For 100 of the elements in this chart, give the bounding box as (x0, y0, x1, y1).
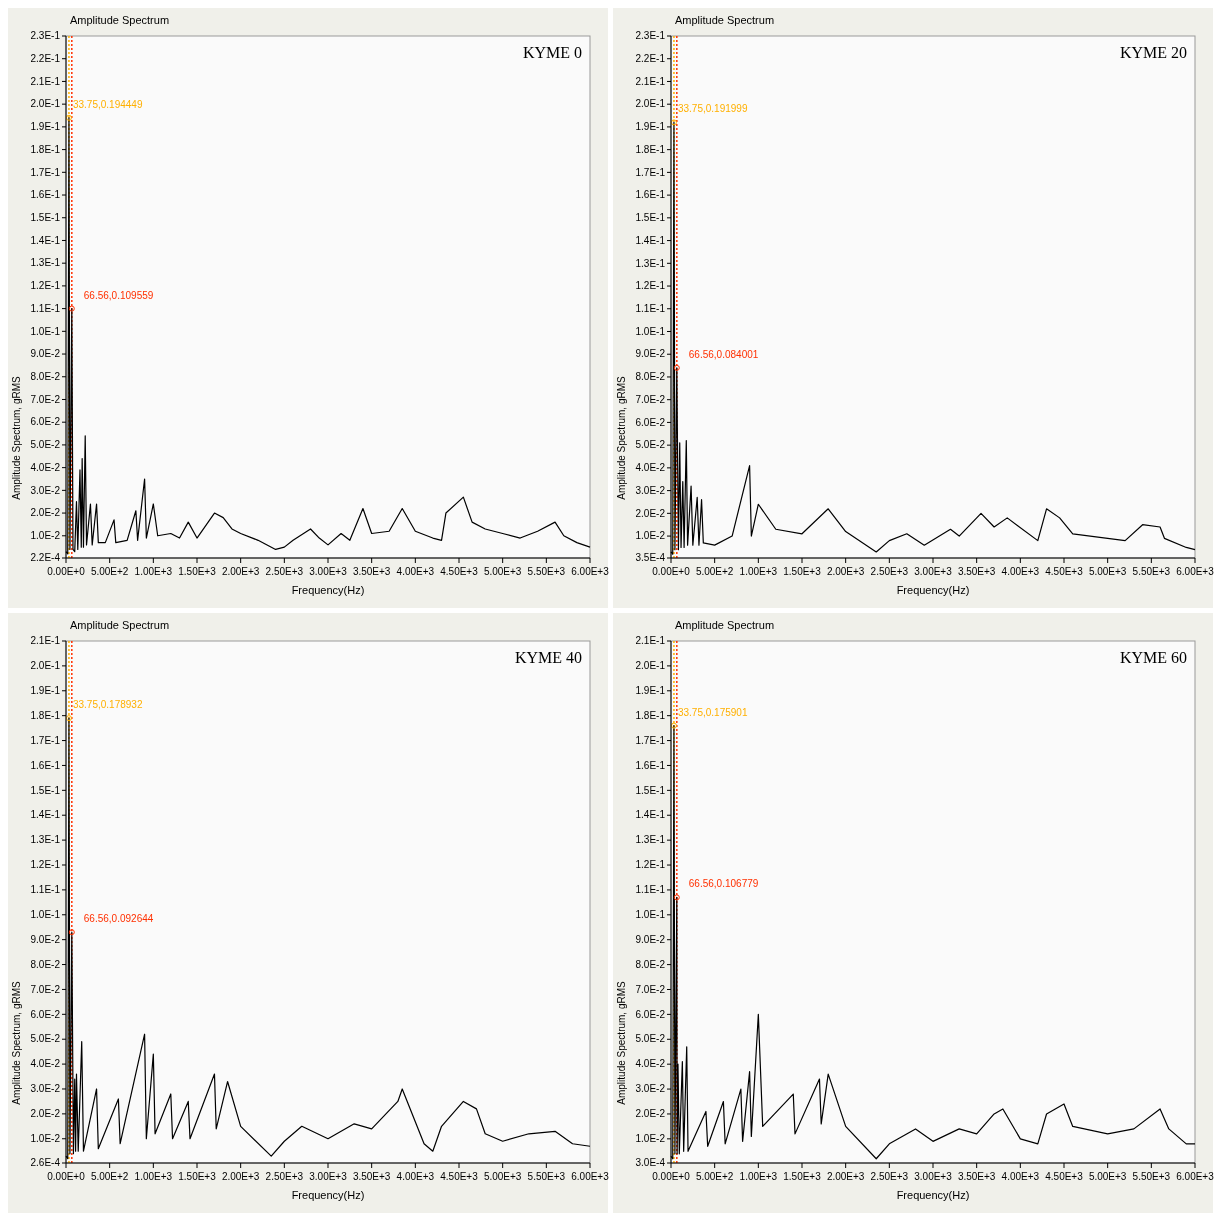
y-axis-title: Amplitude Spectrum, gRMS (11, 980, 22, 1105)
x-tick-label: 2.00E+3 (826, 566, 865, 577)
x-tick-label: 5.50E+3 (1132, 566, 1171, 577)
y-tick-label: 1.5E-1 (635, 212, 666, 224)
x-tick-label: 3.00E+3 (309, 1171, 348, 1182)
y-tick-label: 2.1E-1 (635, 75, 666, 87)
y-tick-label: 4.0E-2 (635, 1058, 666, 1070)
x-tick-label: 5.50E+3 (1132, 1171, 1171, 1182)
y-axis-title: Amplitude Spectrum, gRMS (616, 375, 627, 500)
y-tick-label: 8.0E-2 (635, 371, 666, 383)
x-tick-label: 4.50E+3 (1045, 1171, 1084, 1182)
x-tick-label: 5.00E+2 (90, 1171, 129, 1182)
y-tick-label: 1.4E-1 (635, 234, 666, 246)
x-tick-label: 4.50E+3 (440, 566, 479, 577)
y-tick-label: 3.0E-2 (635, 1083, 666, 1095)
x-tick-label: 0.00E+0 (47, 1171, 86, 1182)
y-tick-label: 2.2E-4 (30, 552, 61, 564)
x-tick-label: 0.00E+0 (652, 566, 691, 577)
x-axis-title: Frequency(Hz) (291, 1189, 365, 1201)
y-tick-label: 1.1E-1 (635, 302, 666, 314)
y-tick-label: 1.7E-1 (635, 734, 666, 746)
x-tick-label: 2.50E+3 (870, 566, 909, 577)
annotation: 66.56,0.084001 (688, 348, 759, 360)
y-tick-label: 1.2E-1 (30, 280, 61, 292)
x-tick-label: 0.00E+0 (47, 566, 86, 577)
y-tick-label: 1.8E-1 (30, 143, 61, 155)
y-tick-label: 2.0E-1 (30, 660, 61, 672)
y-tick-label: 1.0E-1 (30, 908, 61, 920)
x-tick-label: 1.50E+3 (178, 1171, 217, 1182)
x-tick-label: 3.50E+3 (352, 1171, 391, 1182)
y-tick-label: 4.0E-2 (635, 462, 666, 474)
y-tick-label: 1.5E-1 (635, 784, 666, 796)
x-tick-label: 2.00E+3 (826, 1171, 865, 1182)
y-tick-label: 3.0E-4 (635, 1157, 666, 1169)
y-tick-label: 2.0E-1 (30, 98, 61, 110)
y-tick-label: 2.2E-1 (635, 52, 666, 64)
y-tick-label: 1.0E-1 (30, 325, 61, 337)
y-tick-label: 8.0E-2 (30, 370, 61, 382)
x-tick-label: 4.50E+3 (440, 1171, 479, 1182)
y-tick-label: 2.6E-4 (30, 1157, 61, 1169)
chart-title: Amplitude Spectrum (70, 619, 170, 631)
y-tick-label: 1.1E-1 (30, 884, 61, 896)
x-tick-label: 3.00E+3 (309, 566, 348, 577)
x-tick-label: 2.00E+3 (221, 566, 260, 577)
chart-title: Amplitude Spectrum (70, 14, 170, 26)
text: KYME 40 (514, 649, 582, 666)
annotation: 33.75,0.194449 (72, 98, 143, 110)
y-tick-label: 1.7E-1 (635, 166, 666, 178)
y-tick-label: 3.0E-2 (30, 484, 61, 496)
y-tick-label: 2.0E-2 (635, 1108, 666, 1120)
annotation: 66.56,0.109559 (83, 289, 154, 301)
x-tick-label: 5.00E+2 (695, 1171, 734, 1182)
y-tick-label: 6.0E-2 (635, 1008, 666, 1020)
y-tick-label: 9.0E-2 (635, 348, 666, 360)
y-tick-label: 1.0E-2 (635, 530, 666, 542)
x-tick-label: 1.00E+3 (739, 1171, 778, 1182)
y-tick-label: 1.0E-2 (635, 1133, 666, 1145)
y-tick-label: 8.0E-2 (635, 958, 666, 970)
x-tick-label: 4.00E+3 (396, 566, 435, 577)
x-tick-label: 2.00E+3 (221, 1171, 260, 1182)
x-tick-label: 6.00E+3 (571, 566, 610, 577)
x-tick-label: 5.50E+3 (527, 1171, 566, 1182)
x-tick-label: 5.00E+2 (90, 566, 129, 577)
x-tick-label: 1.00E+3 (134, 1171, 173, 1182)
chart-title: Amplitude Spectrum (675, 14, 775, 26)
y-tick-label: 7.0E-2 (30, 393, 61, 405)
y-tick-label: 5.0E-2 (635, 1033, 666, 1045)
y-tick-label: 1.0E-1 (635, 325, 666, 337)
annotation: 33.75,0.178932 (72, 699, 143, 711)
y-tick-label: 3.0E-2 (30, 1083, 61, 1095)
x-tick-label: 1.00E+3 (134, 566, 173, 577)
y-tick-label: 6.0E-2 (635, 416, 666, 428)
y-tick-label: 1.6E-1 (30, 189, 61, 201)
x-axis-title: Frequency(Hz) (896, 1189, 970, 1201)
y-tick-label: 1.0E-2 (30, 1132, 61, 1144)
x-tick-label: 4.00E+3 (1001, 1171, 1040, 1182)
y-tick-label: 3.5E-4 (635, 552, 666, 564)
x-tick-label: 3.00E+3 (914, 1171, 953, 1182)
annotation: 66.56,0.092644 (83, 913, 154, 925)
y-axis-title: Amplitude Spectrum, gRMS (11, 375, 22, 500)
x-tick-label: 6.00E+3 (571, 1171, 610, 1182)
y-tick-label: 2.0E-2 (30, 507, 61, 519)
text: KYME 0 (522, 44, 582, 61)
y-tick-label: 9.0E-2 (30, 348, 61, 360)
x-tick-label: 4.00E+3 (1001, 566, 1040, 577)
y-tick-label: 1.5E-1 (30, 211, 61, 223)
y-tick-label: 1.8E-1 (635, 143, 666, 155)
y-tick-label: 1.2E-1 (30, 859, 61, 871)
y-tick-label: 1.5E-1 (30, 784, 61, 796)
x-axis-title: Frequency(Hz) (291, 584, 365, 596)
y-tick-label: 1.2E-1 (635, 280, 666, 292)
y-tick-label: 1.8E-1 (635, 709, 666, 721)
x-tick-label: 4.00E+3 (396, 1171, 435, 1182)
y-tick-label: 9.0E-2 (635, 933, 666, 945)
y-tick-label: 6.0E-2 (30, 1008, 61, 1020)
y-tick-label: 6.0E-2 (30, 416, 61, 428)
y-tick-label: 1.0E-2 (30, 529, 61, 541)
annotation: 33.75,0.191999 (677, 103, 748, 115)
x-tick-label: 0.00E+0 (652, 1171, 691, 1182)
y-tick-label: 2.0E-1 (635, 98, 666, 110)
